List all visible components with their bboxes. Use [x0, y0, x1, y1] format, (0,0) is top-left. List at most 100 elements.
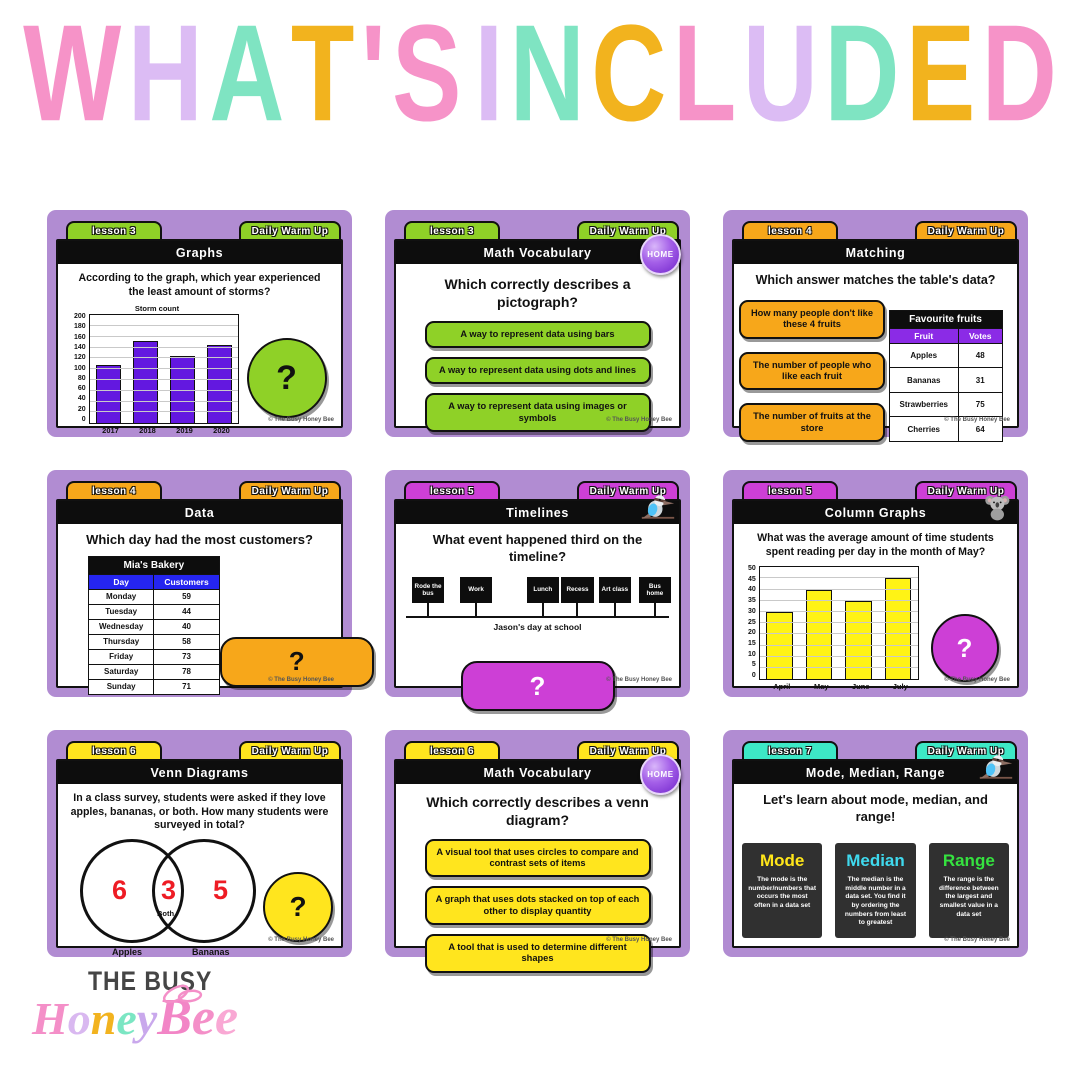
slide-title: Data: [58, 501, 341, 524]
logo-letter: o: [67, 993, 91, 1044]
timeline-event: Bus home: [638, 577, 671, 617]
answer-button[interactable]: A tool that is used to determine differe…: [424, 934, 651, 973]
definition-text: The range is the difference between the …: [938, 876, 999, 918]
answer-button[interactable]: A way to represent data using images or …: [424, 393, 651, 433]
tab-lesson: lesson 4: [66, 481, 162, 499]
logo-script-text: HoneyBee: [32, 992, 272, 1044]
reveal-answer-button[interactable]: ?: [219, 636, 374, 687]
chart-bar: [884, 578, 912, 680]
answer-button[interactable]: A graph that uses dots stacked on top of…: [424, 886, 651, 926]
reveal-answer-button[interactable]: ?: [263, 871, 333, 942]
slides-grid: lesson 3 Daily Warm Up Graphs According …: [47, 210, 1028, 973]
table-cell: 64: [957, 416, 1003, 442]
chart-x-axis: 2017 2018 2019 2020: [102, 426, 230, 436]
table-cell: Monday: [87, 588, 155, 605]
kookaburra-icon: [978, 753, 1014, 784]
answer-button[interactable]: How many people don't like these 4 fruit…: [739, 300, 885, 339]
table-row: Bananas 31: [888, 367, 1003, 393]
definition-term: Range: [942, 851, 995, 871]
bee-wings-icon: [160, 980, 206, 1015]
tab-lesson: lesson 3: [404, 221, 500, 239]
copyright: © The Busy Honey Bee: [268, 417, 334, 423]
table-header-cell: Customers: [153, 573, 220, 590]
storm-count-bar-chart: Storm count 200 180 160 140 120 100 80 60 40 20 0 …: [74, 304, 240, 435]
slide-title: Venn Diagrams: [58, 761, 341, 784]
copyright: © The Busy Honey Bee: [606, 417, 672, 423]
timeline-event-label: Art class: [598, 577, 631, 604]
copyright: © The Busy Honey Bee: [268, 677, 334, 683]
question-text: What event happened third on the timelin…: [432, 532, 643, 564]
reading-time-bar-chart: 50 45 40 35 30 25 20 15 10 5 0 April May June July: [748, 565, 920, 691]
copyright: © The Busy Honey Bee: [944, 937, 1010, 943]
venn-left-value: 6: [112, 874, 128, 905]
answer-button[interactable]: A visual tool that uses circles to compa…: [424, 838, 651, 878]
table-cell: 48: [957, 342, 1003, 369]
copyright: © The Busy Honey Bee: [268, 937, 334, 943]
tab-lesson: lesson 6: [66, 741, 162, 759]
tab-daily-warm-up: Daily Warm Up: [239, 221, 341, 239]
reveal-answer-button[interactable]: ?: [930, 614, 999, 683]
home-button[interactable]: HOME: [640, 234, 681, 275]
definition-text: The median is the middle number in a dat…: [844, 876, 907, 927]
table-cell: 73: [153, 648, 220, 665]
timeline-event: Recess: [561, 577, 594, 617]
definition-boxes: Mode The mode is the number/numbers that…: [742, 843, 1009, 938]
favourite-fruits-table: Favourite fruits Fruit Votes A: [888, 310, 1003, 442]
tab-row: lesson 6 Daily Warm Up: [56, 738, 343, 759]
question-text: Which correctly describes a pictograph?: [444, 276, 631, 310]
headline-letter: L: [672, 0, 737, 151]
chart-bar: [95, 365, 121, 424]
table-cell: 71: [153, 678, 220, 695]
chart-plot: [88, 314, 239, 425]
question-text: In a class survey, students were asked i…: [70, 792, 329, 832]
table-header-cell: Day: [87, 573, 155, 590]
headline-letter: C: [591, 0, 667, 151]
answer-button[interactable]: A way to represent data using dots and l…: [424, 357, 651, 385]
headline-letter: S: [392, 0, 462, 151]
slide-body: Math Vocabulary HOME Which correctly des…: [394, 754, 681, 973]
chart-bar: [805, 589, 833, 680]
slide-card-venn-diagrams: lesson 6 Daily Warm Up Venn Diagrams In …: [47, 730, 352, 957]
slide-body: Graphs According to the graph, which yea…: [56, 239, 343, 435]
tab-daily-warm-up: Daily Warm Up: [239, 481, 341, 499]
timeline-axis: [406, 616, 669, 619]
timeline-diagram: Rode the bus Work Lunch: [404, 577, 671, 651]
slide-card-matching: lesson 4 Daily Warm Up Matching Which an…: [723, 210, 1028, 442]
headline-whats-included: W H A T ' S I N C L U D E D: [0, 5, 1080, 142]
tab-row: lesson 7 Daily Warm Up: [732, 738, 1019, 759]
slide-card-timelines: lesson 5 Daily Warm Up Timelines: [385, 470, 690, 712]
slide-body: Data Which day had the most customers? M…: [56, 499, 374, 695]
slide-card-graphs: lesson 3 Daily Warm Up Graphs According …: [47, 210, 352, 437]
slide-title: Math Vocabulary HOME: [396, 754, 681, 795]
headline-letter: H: [127, 0, 203, 151]
tab-lesson: lesson 5: [404, 481, 500, 499]
reveal-answer-button[interactable]: ?: [460, 661, 615, 712]
busy-honey-bee-logo: THE BUSY HoneyBee: [32, 966, 272, 1044]
answer-options: A way to represent data using bars A way…: [404, 320, 671, 433]
table-row: Cherries 64: [888, 416, 1003, 442]
tab-lesson: lesson 4: [742, 221, 838, 239]
timeline-event-label: Rode the bus: [412, 577, 445, 604]
definition-text: The mode is the number/numbers that occu…: [748, 876, 817, 909]
venn-both-value: 3: [161, 874, 177, 905]
timeline-event-label: Recess: [561, 577, 594, 604]
answer-button[interactable]: A way to represent data using bars: [424, 320, 651, 349]
definition-box: Range The range is the difference betwee…: [928, 843, 1009, 938]
answer-button[interactable]: The number of fruits at the store: [739, 403, 885, 442]
chart-title: Storm count: [134, 304, 180, 314]
logo-letter: e: [191, 989, 215, 1046]
home-button[interactable]: HOME: [640, 754, 681, 795]
definition-box: Median The median is the middle number i…: [835, 843, 916, 938]
table-row: Strawberries 75: [888, 391, 1003, 418]
answer-button[interactable]: The number of people who like each fruit: [739, 351, 885, 391]
reveal-answer-button[interactable]: ?: [246, 338, 327, 419]
copyright: © The Busy Honey Bee: [944, 417, 1010, 423]
tab-daily-warm-up: Daily Warm Up: [915, 741, 1017, 759]
kookaburra-icon: [640, 493, 676, 524]
table-header-cell: Votes: [957, 328, 1003, 344]
table-cell: Sunday: [87, 678, 155, 695]
slide-title: Column Graphs: [734, 495, 1017, 524]
timeline-event-label: Bus home: [638, 577, 671, 604]
logo-letter: e: [116, 993, 137, 1044]
table-cell: 58: [153, 633, 220, 650]
